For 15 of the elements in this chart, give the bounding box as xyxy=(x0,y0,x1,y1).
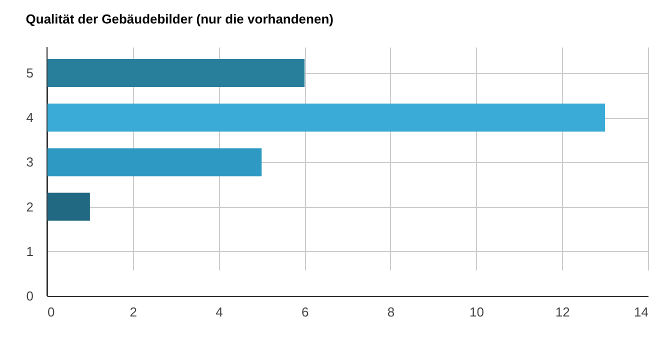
x-tick-label: 12 xyxy=(555,304,570,320)
x-tick-label: 8 xyxy=(387,304,395,320)
x-tick-label: 2 xyxy=(130,304,137,320)
x-tick-label: 4 xyxy=(216,304,223,320)
x-tick-label: 10 xyxy=(470,304,484,320)
y-tick-label: 1 xyxy=(26,244,34,259)
y-tick-label: 4 xyxy=(26,110,34,126)
x-tick-label: 6 xyxy=(301,304,309,320)
y-tick-label: 0 xyxy=(26,288,34,304)
y-tick-label: 2 xyxy=(26,199,34,214)
y-tick-label: 5 xyxy=(26,66,34,80)
x-tick-label: 0 xyxy=(48,304,55,320)
chart-title: Qualität der Gebäudebilder (nur die vorhandenen) xyxy=(26,12,334,26)
y-tick-label: 3 xyxy=(26,154,34,170)
x-tick-label: 14 xyxy=(634,304,648,320)
